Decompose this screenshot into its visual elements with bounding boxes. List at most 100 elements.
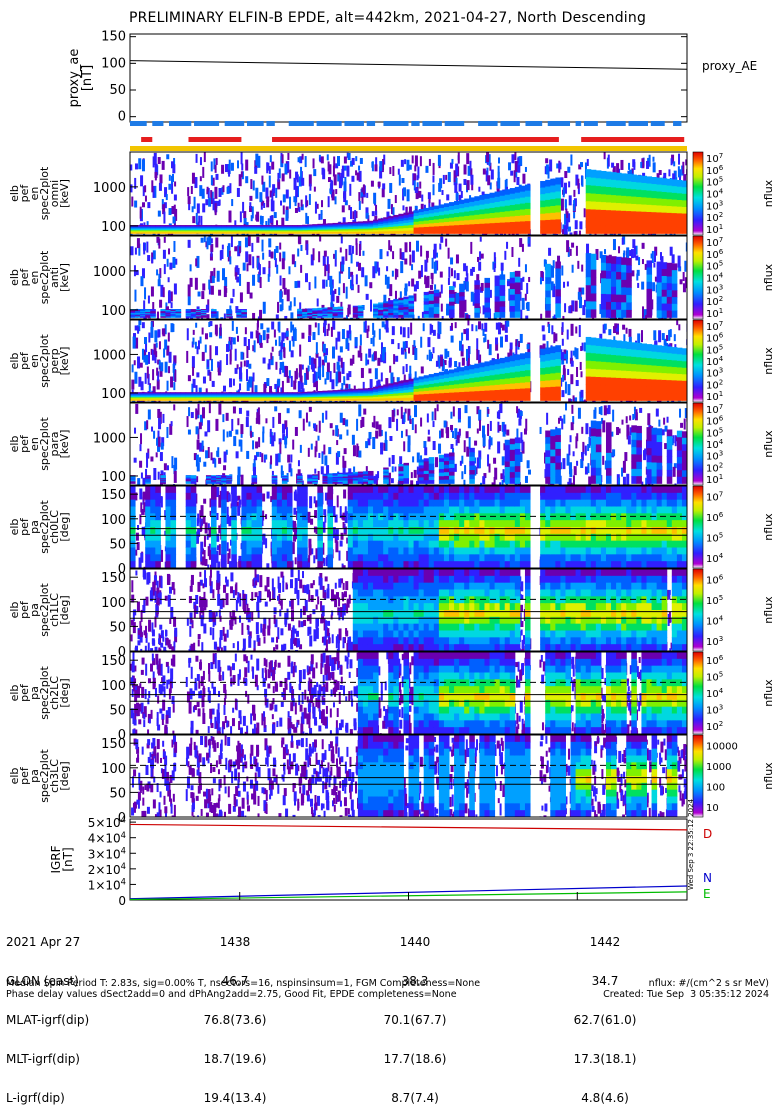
spectrogram-pixel (628, 163, 630, 170)
spectrogram-cell (652, 198, 658, 206)
spectrogram-cell (429, 387, 435, 391)
spectrogram-cell (479, 214, 485, 219)
spectrogram-pixel (389, 167, 391, 174)
spectrogram-cell (277, 399, 283, 401)
spectrogram-pixel (151, 257, 153, 263)
spectrogram-pixel (358, 192, 360, 201)
spectrogram-cell (555, 205, 561, 212)
spectrogram-pixel (503, 469, 505, 479)
spectrogram-pixel (404, 258, 407, 264)
spectrogram-pixel (331, 327, 333, 337)
spectrogram-cell (662, 373, 668, 380)
spectrogram-pixel (445, 239, 447, 247)
spectrogram-cell (378, 231, 384, 233)
spectrogram-pixel (142, 322, 145, 328)
spectrogram-cell (591, 338, 597, 346)
spectrogram-pixel (631, 249, 634, 258)
spectrogram-cell (586, 285, 592, 294)
spectrogram-pixel (268, 359, 270, 367)
spectrogram-cell (459, 200, 465, 205)
spectrogram-cell (490, 390, 496, 396)
spectrogram-pixel (318, 323, 320, 335)
spectrogram-pixel (318, 367, 321, 376)
spectrogram-cell (449, 206, 455, 210)
spectrogram-pixel (326, 280, 328, 287)
spectrogram-cell (505, 195, 511, 201)
spectrogram-cell (464, 229, 470, 234)
spectrogram-cell (596, 338, 602, 346)
spectrogram-pixel (309, 194, 311, 205)
spectrogram-pixel (660, 252, 662, 260)
spectrogram-cell (505, 373, 511, 379)
spectrogram-cell (657, 269, 663, 276)
spectrogram-cell (611, 203, 617, 211)
spectrogram-pixel (151, 180, 153, 192)
spectrogram-pixel (678, 166, 680, 177)
spectrogram-cell (388, 315, 394, 318)
spectrogram-cell (636, 175, 642, 183)
spectrogram-pixel (147, 366, 149, 378)
spectrogram-cell (429, 294, 435, 298)
spectrogram-pixel (683, 283, 686, 292)
spectrogram-cell (545, 207, 551, 214)
spectrogram-pixel (345, 249, 347, 261)
spectrogram-cell (631, 226, 637, 234)
spectrogram-pixel (274, 249, 276, 260)
spectrogram-cell (606, 187, 612, 195)
spectrogram-cell (505, 228, 511, 234)
spectrogram-cell (601, 354, 607, 362)
spectrogram-pixel (215, 165, 217, 173)
spectrogram-cell (626, 204, 632, 212)
spectrogram-pixel (187, 416, 189, 427)
spectrogram-pixel (202, 283, 205, 290)
spectrogram-cell (484, 293, 490, 298)
spectrogram-pixel (321, 214, 323, 220)
spectrogram-cell (591, 369, 597, 377)
spectrogram-cell (545, 200, 551, 207)
spectrogram-cell (343, 232, 349, 234)
spectrogram-cell (297, 232, 303, 234)
spectrogram-pixel (454, 270, 456, 278)
spectrogram-cell (429, 291, 435, 295)
spectrogram-cell (662, 283, 668, 290)
spectrogram-cell (641, 205, 647, 213)
spectrogram-pixel (360, 334, 362, 345)
spectrogram-cell (201, 316, 207, 318)
spectrogram-cell (505, 217, 511, 223)
spectrogram-cell (419, 230, 425, 234)
spectrogram-pixel (514, 152, 516, 160)
spectrogram-cell (469, 391, 475, 396)
spectrogram-pixel (563, 282, 565, 288)
spectrogram-cell (601, 171, 607, 179)
spectrogram-cell (515, 377, 521, 383)
status-bar-blue (169, 121, 191, 126)
spectrogram-cell (490, 365, 496, 371)
spectrogram-pixel (137, 238, 140, 248)
spectrogram-cell (459, 221, 465, 226)
spectrogram-cell (495, 212, 501, 218)
spectrogram-pixel (357, 172, 360, 180)
spectrogram-pixel (407, 327, 409, 338)
spectrogram-pixel (671, 158, 673, 165)
spectrogram-pixel (608, 329, 611, 335)
spectrogram-pixel (142, 202, 145, 207)
spectrogram-pixel (516, 429, 518, 438)
spectrogram-pixel (208, 280, 210, 290)
spectrogram-pixel (335, 196, 337, 204)
spectrogram-cell (484, 386, 490, 391)
spectrogram-cell (662, 366, 668, 373)
spectrogram-pixel (282, 258, 285, 269)
spectrogram-pixel (140, 433, 142, 444)
spectrogram-pixel (378, 268, 380, 276)
spectrogram-cell (454, 209, 460, 214)
spectrogram-cell (596, 202, 602, 210)
spectrogram-pixel (266, 163, 269, 171)
spectrogram-pixel (375, 368, 378, 379)
spectrogram-cell (500, 369, 506, 375)
spectrogram-pixel (626, 328, 628, 334)
spectrogram-cell (520, 365, 526, 371)
spectrogram-pixel (408, 281, 410, 286)
spectrogram-pixel (566, 350, 568, 359)
spectrogram-cell (520, 377, 526, 383)
